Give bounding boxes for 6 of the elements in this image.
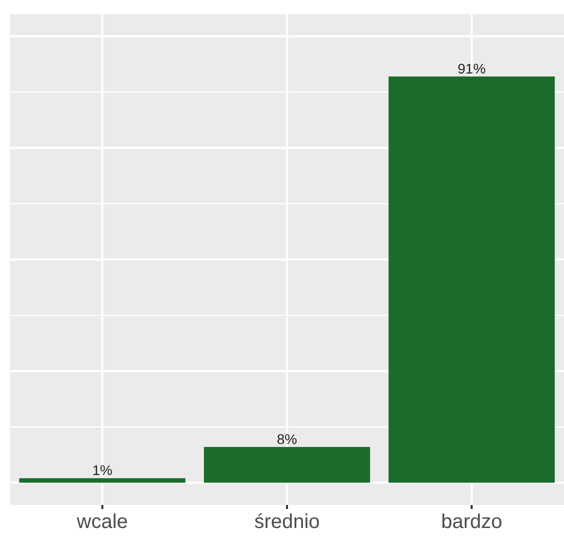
data-label: 91% <box>458 60 486 76</box>
data-label: 8% <box>276 430 298 447</box>
x-tick-label: bardzo <box>441 511 502 533</box>
x-tick-label: wcale <box>76 511 128 533</box>
x-tick-label: średnio <box>254 511 320 533</box>
data-label: 1% <box>92 462 112 478</box>
